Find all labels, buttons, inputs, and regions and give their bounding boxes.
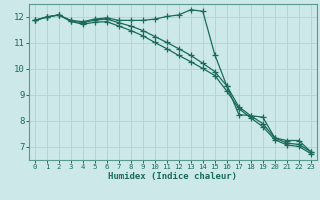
X-axis label: Humidex (Indice chaleur): Humidex (Indice chaleur): [108, 172, 237, 181]
